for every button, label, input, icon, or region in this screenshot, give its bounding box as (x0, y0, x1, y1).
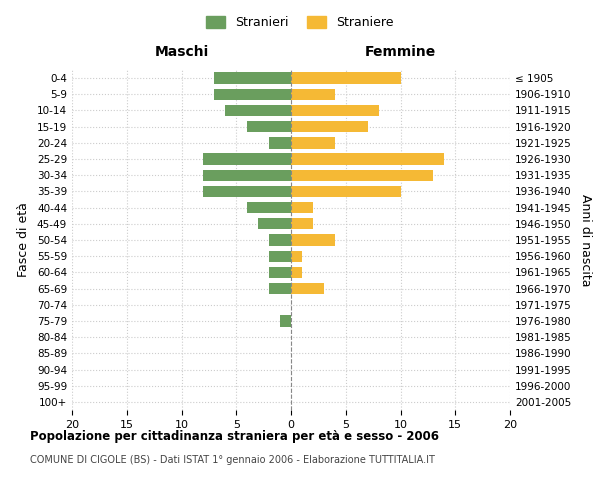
Bar (291, 234, 335, 246)
Text: COMUNE DI CIGOLE (BS) - Dati ISTAT 1° gennaio 2006 - Elaborazione TUTTITALIA.IT: COMUNE DI CIGOLE (BS) - Dati ISTAT 1° ge… (30, 455, 435, 465)
Bar (291, 266, 302, 278)
Text: Popolazione per cittadinanza straniera per età e sesso - 2006: Popolazione per cittadinanza straniera p… (30, 430, 439, 443)
Bar (291, 105, 379, 116)
Bar (258, 218, 291, 230)
Bar (291, 283, 324, 294)
Bar (291, 170, 433, 181)
Bar (291, 186, 401, 197)
Bar (203, 170, 291, 181)
Bar (269, 137, 291, 148)
Bar (280, 316, 291, 326)
Bar (247, 121, 291, 132)
Bar (291, 121, 368, 132)
Bar (291, 218, 313, 230)
Bar (226, 105, 291, 116)
Bar (269, 266, 291, 278)
Bar (291, 154, 445, 164)
Bar (203, 154, 291, 164)
Bar (291, 88, 335, 100)
Bar (214, 88, 291, 100)
Bar (291, 250, 302, 262)
Text: Maschi: Maschi (154, 44, 209, 59)
Bar (247, 202, 291, 213)
Bar (291, 202, 313, 213)
Bar (291, 137, 335, 148)
Y-axis label: Anni di nascita: Anni di nascita (578, 194, 592, 286)
Bar (214, 72, 291, 84)
Y-axis label: Fasce di età: Fasce di età (17, 202, 30, 278)
Bar (269, 250, 291, 262)
Bar (269, 234, 291, 246)
Legend: Stranieri, Straniere: Stranieri, Straniere (202, 11, 398, 34)
Bar (291, 72, 401, 84)
Bar (203, 186, 291, 197)
Bar (269, 283, 291, 294)
Text: Femmine: Femmine (365, 44, 436, 59)
